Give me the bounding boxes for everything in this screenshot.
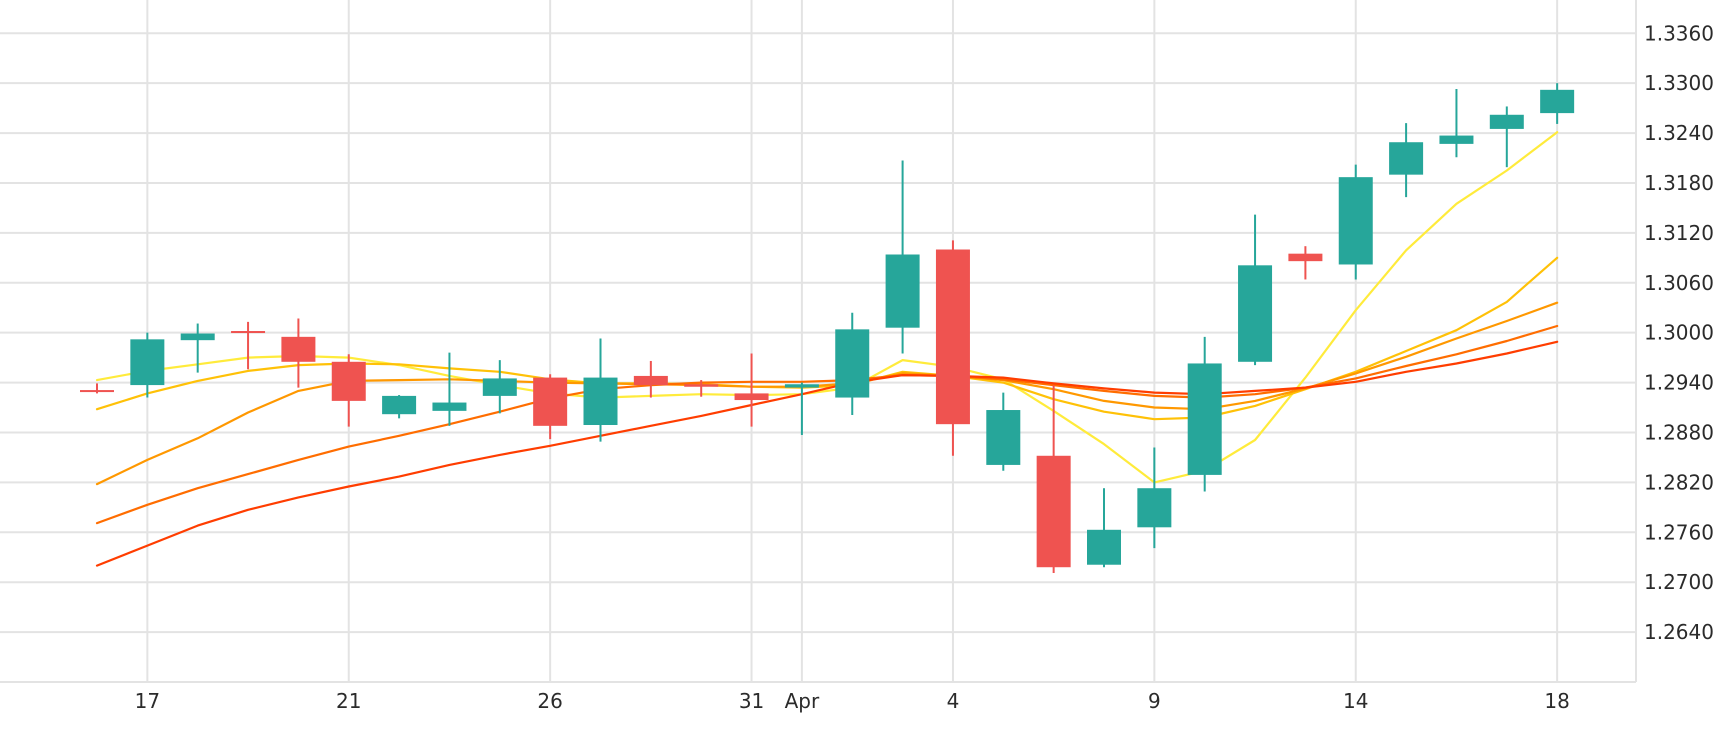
candle [1036,385,1071,574]
moving-average-line [95,340,1559,567]
candle-body [1187,363,1222,475]
moving-average-layer [95,131,1559,567]
x-tick-label: 9 [1148,689,1161,713]
candle-body [734,393,769,401]
y-tick-label: 1.2880 [1644,420,1714,444]
y-tick-label: 1.3180 [1644,171,1714,195]
candle [784,382,819,435]
candle [684,380,719,397]
moving-average-line [95,301,1559,486]
candle [583,338,618,442]
candle [1439,88,1474,158]
candle-body [80,390,114,393]
candle [180,323,215,373]
candle [1489,106,1524,168]
candle [331,354,366,427]
candle [1187,336,1222,492]
candle [734,353,769,427]
y-tick-label: 1.3120 [1644,221,1714,245]
candle-body [835,329,870,398]
x-tick-label: 18 [1544,689,1569,713]
candle-layer [80,83,1575,574]
candle [885,160,920,354]
candle [533,374,568,440]
candle-body [583,377,618,426]
candle-body [281,336,316,362]
y-tick-label: 1.3360 [1644,21,1714,45]
candle-body [1439,135,1474,144]
candle [80,383,114,394]
candle-body [885,254,920,328]
candle [281,318,316,388]
candle-body [935,249,970,425]
candle-body [432,402,467,411]
candle-body [1036,455,1071,568]
candle-body [986,410,1021,465]
candle [1389,123,1424,198]
candle [1238,214,1273,366]
y-tick-label: 1.2640 [1644,620,1714,644]
y-tick-label: 1.3240 [1644,121,1714,145]
candle [1087,488,1121,568]
grid-layer [0,0,1637,683]
x-tick-label: 21 [336,689,361,713]
candle-body [331,361,366,401]
candle [432,352,467,426]
candle-body [533,377,568,426]
candle [482,360,517,414]
candle-body [130,339,165,386]
candle-body [784,384,819,388]
candle [130,332,165,398]
candle-body [1338,177,1373,265]
x-tick-label: 17 [135,689,160,713]
candle-body [382,395,417,415]
y-tick-label: 1.3300 [1644,71,1714,95]
y-tick-label: 1.2820 [1644,470,1714,494]
x-tick-label: 26 [537,689,562,713]
candle-body [1288,253,1323,262]
candle-body [1137,488,1172,528]
candle-body [1238,265,1273,362]
candle [1338,164,1373,280]
axis-layer: 1.2640 1.2700 1.2760 1.2820 1.2880 1.2940 1.30… [135,21,1714,713]
candle [1288,246,1323,280]
candle-body [633,375,668,386]
x-tick-label: 4 [947,689,960,713]
y-tick-label: 1.2700 [1644,570,1714,594]
x-tick-label: 14 [1343,689,1368,713]
candle [835,312,870,416]
candle-body [231,331,266,334]
candle [382,395,417,419]
moving-average-line [95,131,1559,484]
y-tick-label: 1.3000 [1644,321,1714,345]
candle-body [1389,142,1424,175]
x-tick-label: 31 [739,689,764,713]
x-tick-label: Apr [785,689,820,713]
candle [935,240,970,456]
candle-body [1489,114,1524,129]
candle [1540,83,1575,124]
candle [1137,447,1172,549]
candle [633,360,668,398]
candle-body [1540,89,1575,114]
y-tick-label: 1.2760 [1644,520,1714,544]
y-tick-label: 1.2940 [1644,371,1714,395]
candle-body [1087,529,1121,565]
y-tick-label: 1.3060 [1644,271,1714,295]
candle-body [684,384,719,387]
candle-body [180,333,215,341]
candle [231,321,266,370]
candle [986,392,1021,471]
candle-body [482,378,517,396]
